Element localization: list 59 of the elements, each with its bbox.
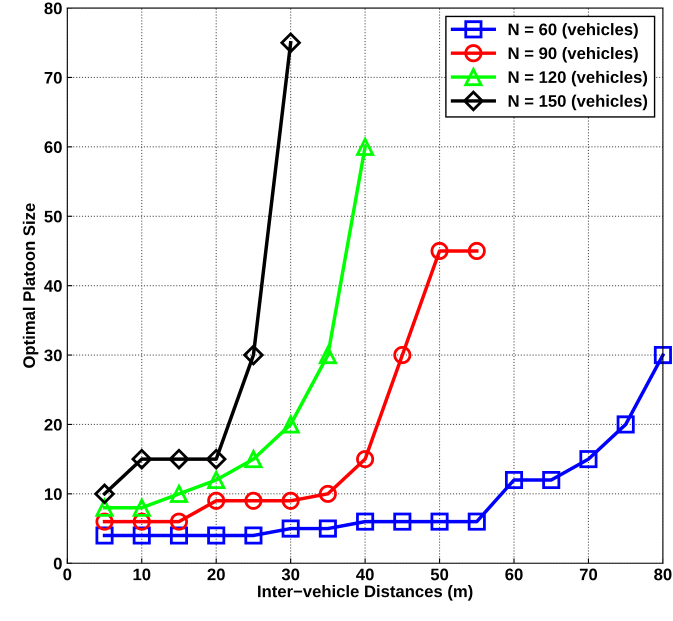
point (504, 470, 524, 489)
point (207, 526, 226, 545)
point (168, 448, 190, 470)
legend-label: N = 120 (vehicles) (508, 70, 648, 86)
x-tick-label: 70 (580, 568, 598, 580)
legend-label: N = 90 (vehicles) (508, 46, 638, 62)
point (132, 498, 151, 517)
y-tick-label: 10 (44, 488, 62, 500)
point (430, 242, 449, 260)
y-axis-title: Optimal Platoon Size (22, 203, 38, 368)
point (282, 415, 300, 434)
x-tick-label: 60 (505, 568, 523, 580)
point (170, 512, 188, 531)
point (356, 512, 374, 531)
point (280, 32, 301, 53)
y-tick-label: 80 (44, 2, 62, 14)
point (579, 450, 598, 468)
y-tick-label: 20 (44, 418, 62, 431)
y-tick-label: 0 (54, 558, 62, 570)
point (170, 484, 188, 503)
point (94, 484, 115, 504)
point (356, 138, 374, 156)
point (393, 512, 412, 531)
y-tick-label: 50 (44, 210, 62, 222)
legend-label: N = 150 (vehicles) (508, 94, 648, 110)
point (132, 448, 152, 470)
point (244, 492, 262, 510)
point (318, 346, 337, 364)
x-tick-label: 20 (208, 568, 225, 580)
y-tick-label: 30 (44, 349, 62, 362)
x-tick-label: 0 (63, 568, 72, 580)
point (207, 492, 226, 510)
point (282, 492, 300, 510)
x-axis-title: Inter−vehicle Distances (m) (258, 585, 472, 601)
point (654, 346, 672, 364)
x-tick-label: 80 (654, 568, 672, 580)
point (243, 344, 264, 366)
point (616, 415, 635, 434)
point (393, 346, 412, 364)
point (244, 526, 262, 545)
x-tick-label: 40 (356, 568, 374, 580)
point (468, 512, 486, 531)
point (206, 448, 226, 470)
y-tick-label: 60 (44, 141, 62, 154)
point (318, 520, 337, 538)
point (430, 512, 449, 531)
point (318, 484, 337, 503)
x-tick-label: 50 (430, 568, 448, 580)
point (356, 450, 374, 468)
point (542, 470, 560, 489)
y-tick-label: 70 (44, 72, 62, 84)
legend-label: N = 60 (vehicles) (508, 23, 638, 39)
x-tick-label: 10 (134, 568, 150, 580)
point (244, 450, 262, 468)
point (282, 520, 300, 538)
y-tick-label: 40 (44, 280, 62, 292)
point (207, 470, 226, 489)
x-tick-label: 30 (282, 568, 300, 580)
point (468, 242, 486, 260)
